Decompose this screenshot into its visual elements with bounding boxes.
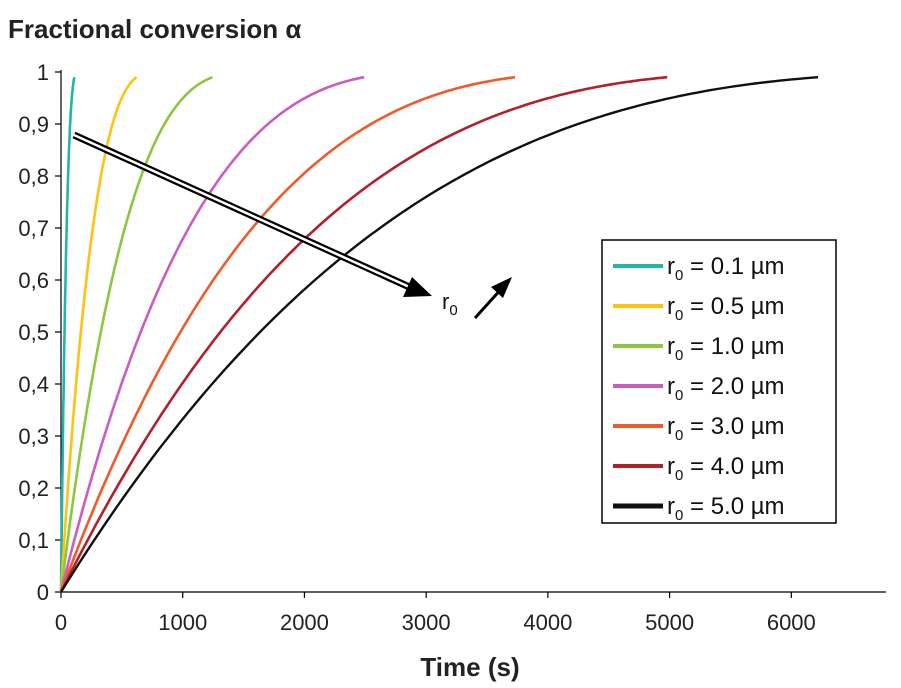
- x-tick-label: 1000: [158, 610, 207, 635]
- y-axis-ticks: 0 0,1 0,2 0,3 0,4 0,5 0,6 0,7 0,8 0,9 1: [18, 60, 61, 605]
- legend-label-rest: = 0.5 µm: [683, 293, 784, 320]
- legend-label: r0 = 4.0 µm: [667, 453, 785, 484]
- legend-item: r0 = 3.0 µm: [613, 413, 785, 444]
- legend-label-rest: = 0.1 µm: [683, 253, 784, 280]
- legend-label-rest: = 5.0 µm: [683, 493, 784, 520]
- y-tick-label: 0,2: [18, 476, 49, 501]
- legend-label-rest: = 1.0 µm: [683, 333, 784, 360]
- legend-label: r0 = 0.5 µm: [667, 293, 785, 324]
- legend-label-sub: 0: [675, 267, 683, 284]
- legend-item: r0 = 5.0 µm: [613, 493, 785, 524]
- series-line-7: [59, 76, 819, 593]
- y-tick-label: 0,1: [18, 528, 49, 553]
- legend-label-rest: = 4.0 µm: [683, 453, 784, 480]
- legend-label-sub: 0: [675, 347, 683, 364]
- series-lines: [59, 75, 819, 593]
- x-tick-label: 5000: [645, 610, 694, 635]
- y-tick-label: 0,6: [18, 268, 49, 293]
- legend-label-sub: 0: [675, 307, 683, 324]
- x-tick-label: 3000: [402, 610, 451, 635]
- x-axis-label: Time (s): [420, 652, 519, 682]
- series-line-3: [59, 75, 214, 593]
- series-line-6: [59, 75, 668, 593]
- x-tick-label: 4000: [523, 610, 572, 635]
- legend-label-main: r: [667, 453, 675, 480]
- series-line-5: [59, 75, 516, 593]
- increase-arrow: [473, 277, 512, 320]
- chart-title: Fractional conversion α: [8, 14, 301, 44]
- legend-item: r0 = 4.0 µm: [613, 453, 785, 484]
- y-tick-label: 0,9: [18, 112, 49, 137]
- legend-label: r0 = 3.0 µm: [667, 413, 785, 444]
- r0-trend-arrow: [72, 131, 432, 297]
- r0-annotation: r0: [442, 289, 458, 319]
- legend-label-main: r: [667, 293, 675, 320]
- legend-label-sub: 0: [675, 427, 683, 444]
- y-tick-label: 0,3: [18, 424, 49, 449]
- series-line-2: [59, 76, 138, 593]
- legend-item: r0 = 0.1 µm: [613, 253, 785, 284]
- legend-label-sub: 0: [675, 507, 683, 524]
- legend-label: r0 = 1.0 µm: [667, 333, 785, 364]
- legend-item: r0 = 2.0 µm: [613, 373, 785, 404]
- legend-box: [601, 239, 837, 524]
- legend-label-rest: = 3.0 µm: [683, 413, 784, 440]
- series-line-1: [59, 76, 76, 593]
- legend-item: r0 = 1.0 µm: [613, 333, 785, 364]
- legend-item: r0 = 0.5 µm: [613, 293, 785, 324]
- legend-label: r0 = 2.0 µm: [667, 373, 785, 404]
- annotation-sub: 0: [449, 302, 457, 319]
- x-axis-ticks: 0 1000 2000 3000 4000 5000 6000: [55, 592, 816, 635]
- series-line-4: [59, 75, 365, 593]
- legend-label-main: r: [667, 493, 675, 520]
- y-tick-label: 1: [37, 60, 49, 85]
- legend-label: r0 = 0.1 µm: [667, 253, 785, 284]
- annotation-main: r: [442, 289, 449, 314]
- legend-label-main: r: [667, 373, 675, 400]
- x-tick-label: 0: [55, 610, 67, 635]
- legend-label-main: r: [667, 413, 675, 440]
- y-tick-label: 0,7: [18, 216, 49, 241]
- svg-text:r0: r0: [442, 289, 458, 319]
- legend-label-sub: 0: [675, 467, 683, 484]
- y-tick-label: 0,5: [18, 320, 49, 345]
- legend-label: r0 = 5.0 µm: [667, 493, 785, 524]
- y-tick-label: 0,4: [18, 372, 49, 397]
- legend-label-sub: 0: [675, 387, 683, 404]
- x-tick-label: 2000: [280, 610, 329, 635]
- legend-label-main: r: [667, 253, 675, 280]
- legend-label-main: r: [667, 333, 675, 360]
- legend-label-rest: = 2.0 µm: [683, 373, 784, 400]
- y-tick-label: 0,8: [18, 164, 49, 189]
- y-tick-label: 0: [37, 580, 49, 605]
- x-tick-label: 6000: [767, 610, 816, 635]
